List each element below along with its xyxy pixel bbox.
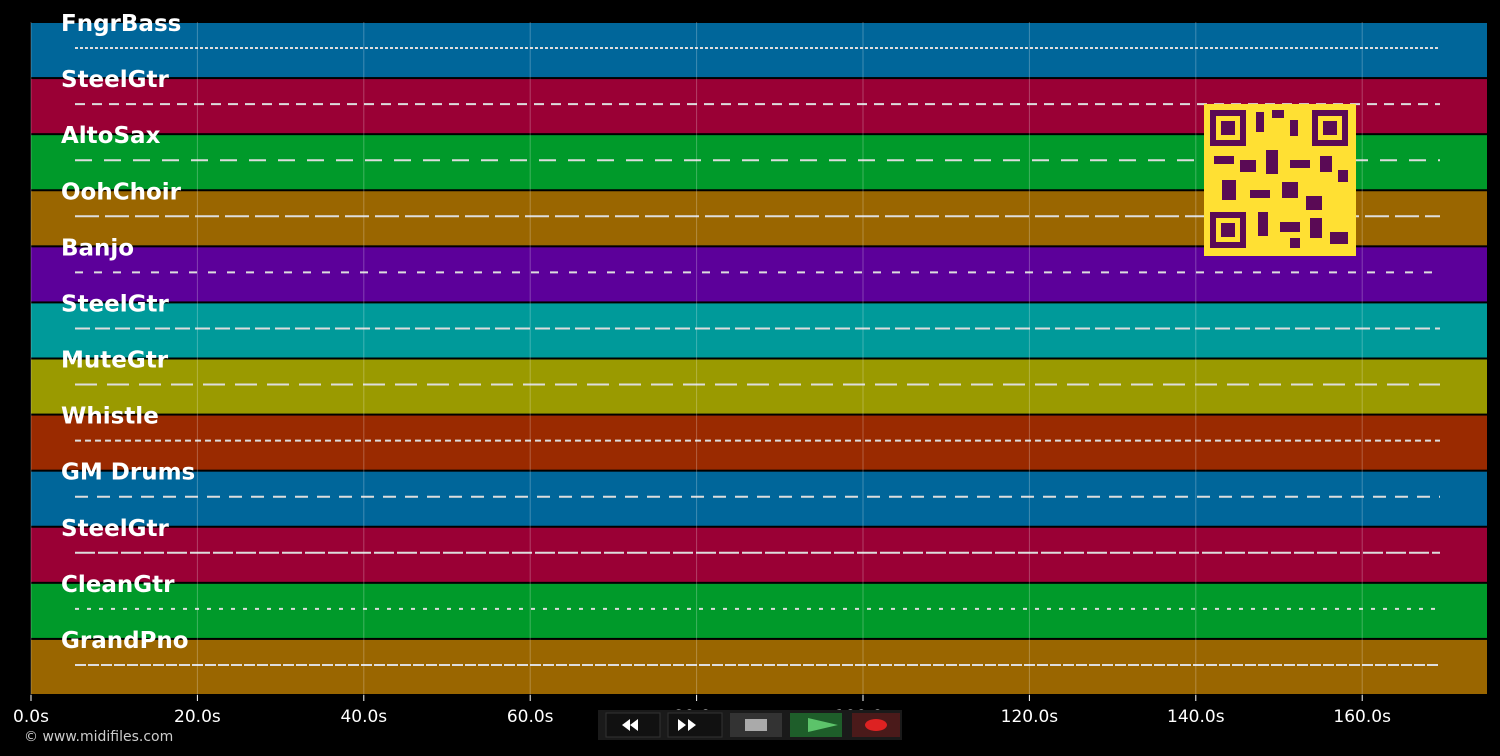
track-lane [31, 247, 1487, 302]
track-lane [31, 415, 1487, 470]
track-name: FngrBass [61, 11, 181, 37]
labels: FngrBass SteelGtr AltoSax OohChoir Banjo Stee… [13, 11, 1391, 727]
x-tick-label: 120.0s [1001, 707, 1059, 727]
track-name: GrandPno [61, 628, 189, 654]
track-lane [31, 527, 1487, 582]
x-tick-label: 160.0s [1333, 707, 1391, 727]
fast-forward-button[interactable] [667, 712, 723, 738]
track-name: CleanGtr [61, 572, 175, 598]
x-tick-label: 140.0s [1167, 707, 1225, 727]
record-button[interactable] [852, 713, 900, 737]
track-lane [31, 471, 1487, 526]
qr-code [1204, 104, 1356, 256]
track-lane [31, 639, 1487, 694]
track-name: MuteGtr [61, 348, 169, 374]
x-tick-label: 0.0s [13, 707, 49, 727]
stop-button[interactable] [730, 713, 782, 737]
track-name: Banjo [61, 235, 134, 261]
track-name: GM Drums [61, 460, 195, 486]
track-lane [31, 303, 1487, 358]
track-name: OohChoir [61, 179, 182, 205]
x-tick-label: 40.0s [340, 707, 387, 727]
play-button[interactable] [790, 713, 842, 737]
grid [30, 22, 1363, 701]
track-lane [31, 359, 1487, 414]
x-tick-label: 60.0s [507, 707, 554, 727]
track-name: AltoSax [61, 123, 161, 149]
track-name: SteelGtr [61, 67, 170, 93]
x-tick-label: 20.0s [174, 707, 221, 727]
rewind-button[interactable] [605, 712, 661, 738]
track-lane [31, 23, 1487, 78]
track-name: SteelGtr [61, 516, 170, 542]
track-name: Whistle [61, 404, 159, 430]
track-name: SteelGtr [61, 291, 170, 317]
track-lane [31, 583, 1487, 638]
copyright: © www.midifiles.com [24, 729, 173, 745]
transport-controls [598, 710, 902, 740]
